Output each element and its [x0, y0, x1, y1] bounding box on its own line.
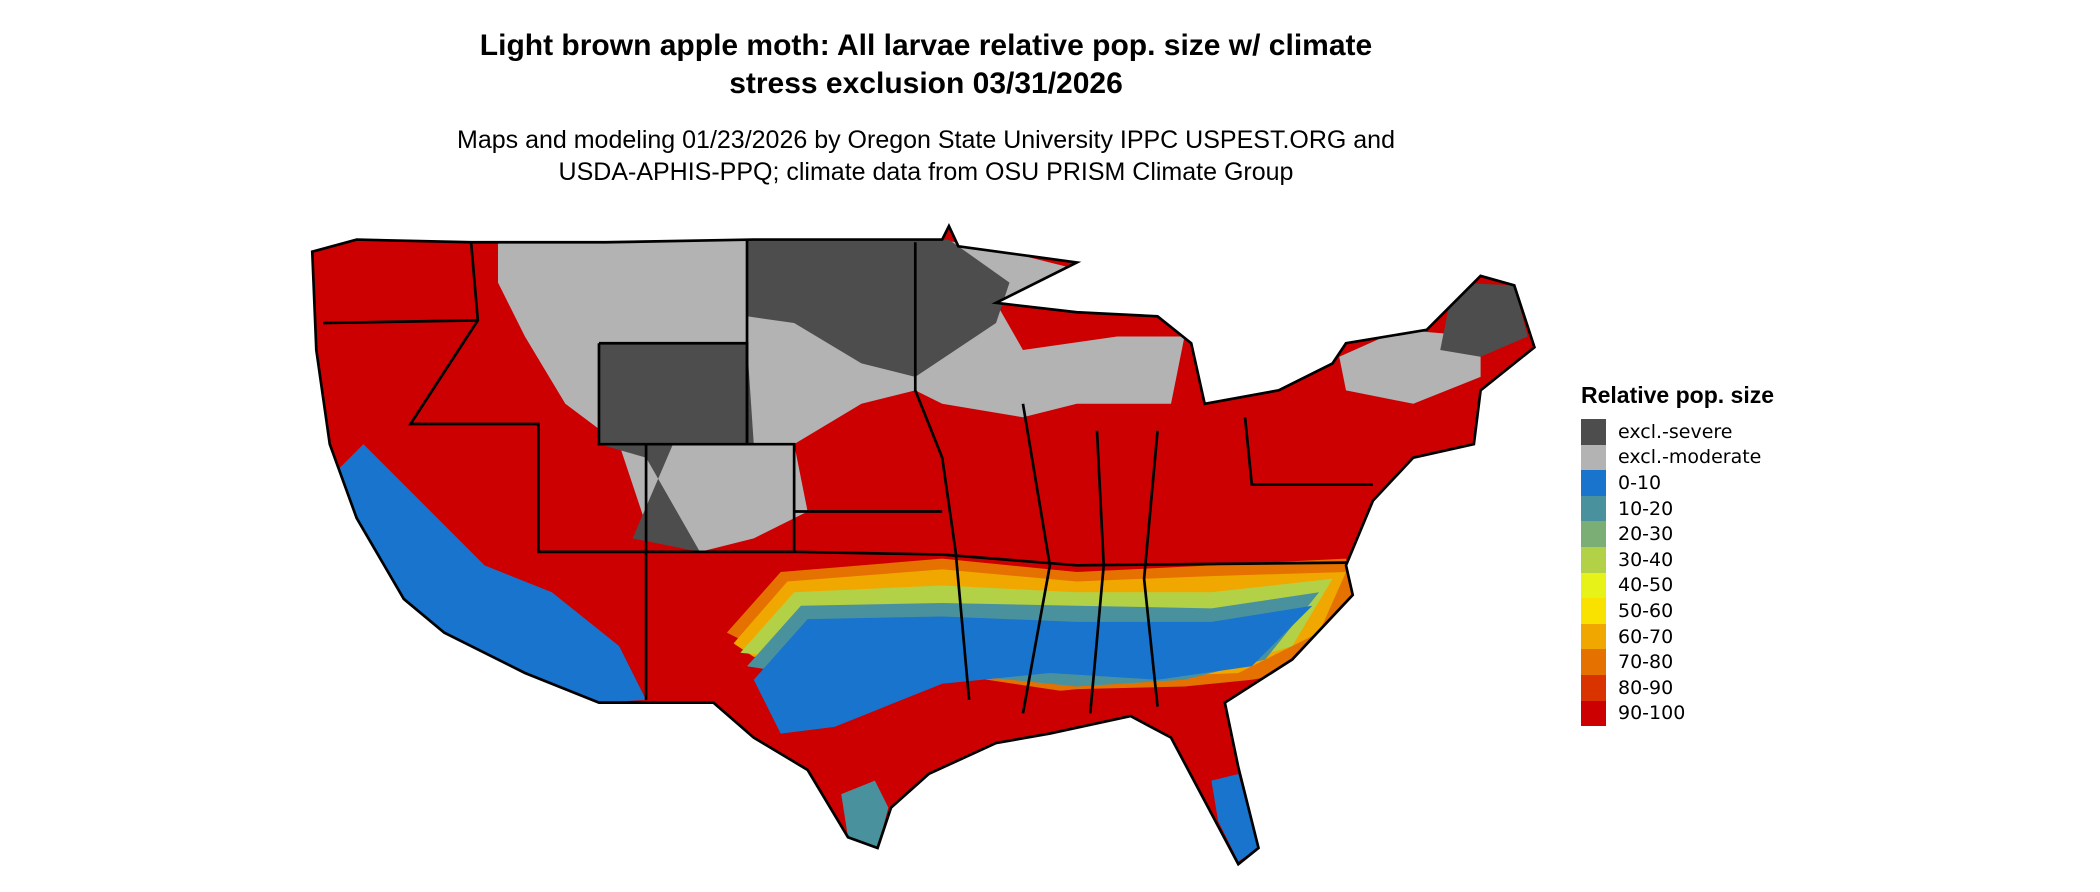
- legend-label: 10-20: [1618, 497, 1674, 520]
- title-line-2: stress exclusion 03/31/2026: [729, 67, 1123, 100]
- legend-item: 70-80: [1581, 649, 1774, 675]
- legend-swatch: [1581, 495, 1606, 522]
- legend-item: 60-70: [1581, 623, 1774, 650]
- legend-item: 10-20: [1581, 495, 1774, 522]
- legend-item: 30-40: [1581, 546, 1774, 573]
- legend-label: excl.-moderate: [1618, 446, 1762, 469]
- legend-item: excl.-severe: [1581, 419, 1774, 445]
- legend-item: excl.-moderate: [1581, 444, 1774, 471]
- map-title: Light brown apple moth: All larvae relat…: [0, 27, 1852, 103]
- legend-label: 90-100: [1618, 702, 1686, 725]
- legend-label: 40-50: [1618, 574, 1674, 597]
- title-line-1: Light brown apple moth: All larvae relat…: [479, 29, 1373, 62]
- legend-label: 30-40: [1618, 548, 1674, 571]
- state-borders: [310, 224, 1536, 866]
- region-excl-severe-rockies: [598, 343, 754, 552]
- legend-label: excl.-severe: [1618, 420, 1733, 443]
- subtitle-line-2: USDA-APHIS-PPQ; climate data from OSU PR…: [558, 158, 1294, 186]
- legend-item: 40-50: [1581, 572, 1774, 599]
- legend-items: excl.-severe excl.-moderate 0-10 10-20 20-30…: [1581, 419, 1774, 727]
- region-10-20-texas: [841, 780, 889, 848]
- region-90-100-south: [969, 679, 1252, 781]
- legend-swatch: [1581, 521, 1606, 547]
- legend-swatch: [1581, 674, 1606, 701]
- legend: Relative pop. size excl.-severe excl.-mod…: [1581, 382, 1775, 727]
- legend-swatch: [1581, 572, 1606, 599]
- legend-swatch: [1581, 470, 1606, 496]
- subtitle-line-1: Maps and modeling 01/23/2026 by Oregon S…: [457, 126, 1395, 154]
- legend-item: 90-100: [1581, 700, 1774, 727]
- legend-item: 20-30: [1581, 521, 1774, 547]
- legend-label: 70-80: [1618, 651, 1674, 674]
- legend-label: 60-70: [1618, 625, 1674, 648]
- region-0-10: [753, 605, 1313, 734]
- region-excl-moderate: [498, 239, 1185, 552]
- region-excl-severe: [747, 239, 1010, 377]
- legend-swatch: [1581, 700, 1606, 727]
- legend-label: 0-10: [1618, 471, 1662, 494]
- legend-swatch: [1581, 623, 1606, 650]
- legend-swatch: [1581, 649, 1606, 675]
- legend-label: 80-90: [1618, 676, 1674, 699]
- legend-label: 50-60: [1618, 599, 1674, 622]
- region-0-10-florida: [1211, 773, 1259, 862]
- legend-swatch: [1581, 598, 1606, 624]
- legend-item: 50-60: [1581, 598, 1774, 624]
- region-0-10-southwest: [336, 444, 647, 703]
- legend-swatch: [1581, 546, 1606, 573]
- legend-swatch: [1581, 419, 1606, 445]
- legend-label: 20-30: [1618, 523, 1674, 546]
- legend-item: 0-10: [1581, 470, 1774, 496]
- map-subtitle: Maps and modeling 01/23/2026 by Oregon S…: [0, 124, 1852, 188]
- region-excl-severe-maine: [1440, 282, 1528, 357]
- legend-item: 80-90: [1581, 674, 1774, 701]
- legend-swatch: [1581, 444, 1606, 471]
- legend-title: Relative pop. size: [1581, 382, 1775, 408]
